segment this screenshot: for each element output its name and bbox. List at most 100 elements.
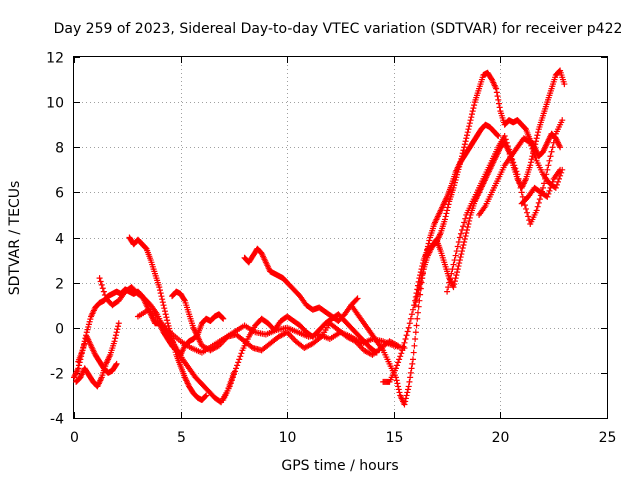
data-point <box>236 356 243 363</box>
data-point <box>393 377 400 384</box>
data-point <box>409 360 416 367</box>
ticks: 0 5 10 15 20 25 -4 -2 0 2 4 6 8 10 12 <box>46 51 616 447</box>
data-point <box>540 184 547 191</box>
data-point <box>458 251 465 258</box>
data-point <box>556 175 563 182</box>
data-point <box>114 326 121 333</box>
data-point <box>532 141 539 148</box>
data-point <box>541 180 548 187</box>
data-point <box>403 332 410 339</box>
data-point <box>401 401 408 408</box>
data-point <box>395 342 402 349</box>
data-point <box>203 392 210 399</box>
y-tick-label: 6 <box>55 186 64 202</box>
data-point <box>85 323 92 330</box>
data-point <box>111 338 118 345</box>
data-point <box>525 213 532 220</box>
data-point <box>466 214 473 221</box>
data-point <box>409 356 416 363</box>
data-point <box>505 146 512 153</box>
x-tick-label: 10 <box>279 430 297 446</box>
data-point <box>234 362 241 369</box>
data-point <box>460 223 467 230</box>
data-point <box>527 162 534 169</box>
x-tick-label: 0 <box>70 430 79 446</box>
data-point <box>160 302 167 309</box>
data-point <box>530 148 537 155</box>
data-point <box>457 158 464 165</box>
data-point <box>461 236 468 243</box>
data-point <box>412 299 419 306</box>
data-point <box>162 311 169 318</box>
series-arc-14 <box>476 135 566 218</box>
data-point <box>156 287 163 294</box>
data-point <box>465 126 472 133</box>
data-point <box>536 196 543 203</box>
data-point <box>411 342 418 349</box>
data-point <box>408 311 415 318</box>
series-arc-3 <box>75 333 120 376</box>
data-point <box>502 136 509 143</box>
data-point <box>557 166 564 173</box>
data-point <box>495 132 502 139</box>
data-point <box>171 346 178 353</box>
data-point <box>445 284 452 291</box>
data-point <box>402 336 409 343</box>
data-point <box>544 166 551 173</box>
data-point <box>454 169 461 176</box>
data-point <box>237 353 244 360</box>
data-point <box>449 266 456 273</box>
data-point <box>398 350 405 357</box>
series-arc-13 <box>444 117 566 295</box>
data-point <box>553 181 560 188</box>
data-point <box>545 190 552 197</box>
x-axis-label: GPS time / hours <box>281 458 398 474</box>
data-point <box>547 184 554 191</box>
data-point <box>456 163 463 170</box>
data-point <box>461 144 468 151</box>
x-tick-label: 20 <box>492 430 510 446</box>
data-point <box>101 292 108 299</box>
data-point <box>501 132 508 139</box>
data-point <box>557 144 564 151</box>
data-point <box>528 142 535 149</box>
data-point <box>400 343 407 350</box>
data-point <box>158 293 165 300</box>
data-point <box>403 392 410 399</box>
data-point <box>456 257 463 264</box>
data-point <box>527 139 534 146</box>
data-point <box>164 317 171 324</box>
data-point <box>550 139 557 146</box>
data-point <box>526 138 533 145</box>
data-point <box>414 293 421 300</box>
data-point <box>419 269 426 276</box>
data-point <box>535 129 542 136</box>
data-point <box>412 329 419 336</box>
data-point <box>395 383 402 390</box>
data-point <box>448 270 455 277</box>
data-point <box>496 104 503 111</box>
data-point <box>459 150 466 157</box>
data-point <box>468 114 475 121</box>
data-point <box>75 362 82 369</box>
data-point <box>112 335 119 342</box>
data-point <box>468 111 475 118</box>
data-point <box>452 176 459 183</box>
data-point <box>202 393 209 400</box>
axes <box>73 56 608 419</box>
y-tick-label: 10 <box>46 96 64 112</box>
data-point <box>396 389 403 396</box>
data-point <box>228 377 235 384</box>
data-point <box>97 278 104 285</box>
data-point <box>454 266 461 273</box>
data-point <box>392 365 399 372</box>
data-point <box>457 230 464 237</box>
data-point <box>459 153 466 160</box>
data-point <box>156 284 163 291</box>
data-point <box>416 284 423 291</box>
data-point <box>75 365 82 372</box>
data-point <box>534 203 541 210</box>
data-point <box>461 239 468 246</box>
data-point <box>444 207 451 214</box>
